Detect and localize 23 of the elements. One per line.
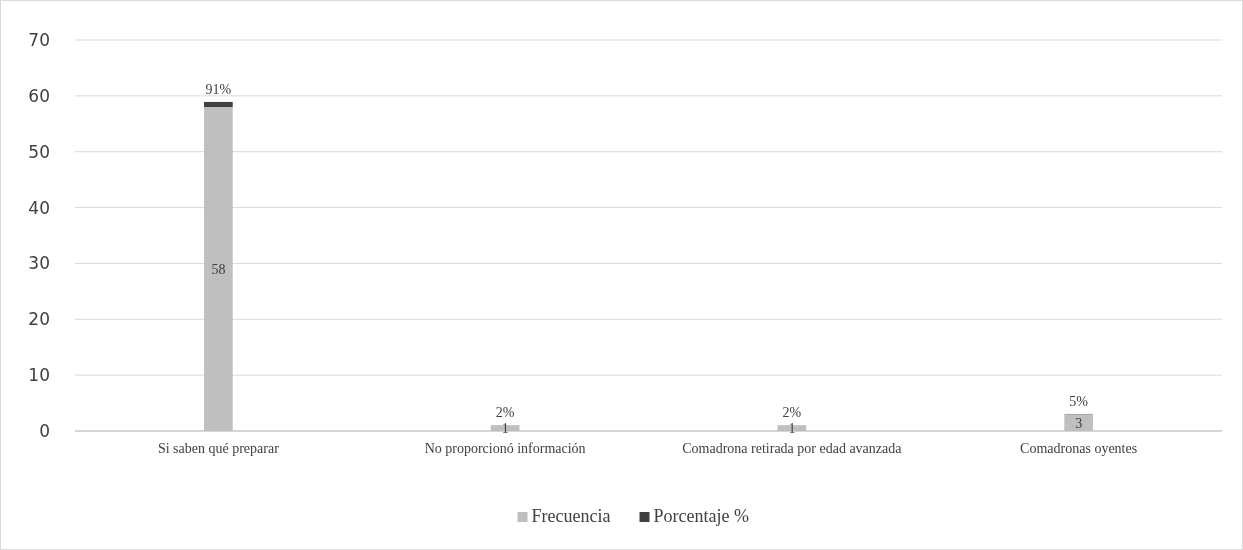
- y-tick-label: 10: [28, 365, 50, 386]
- y-tick-label: 20: [28, 309, 50, 330]
- x-tick-label: Si saben qué preparar: [157, 441, 280, 456]
- y-tick-label: 70: [28, 30, 50, 50]
- x-tick-label: Comadronas oyentes: [1020, 441, 1138, 456]
- data-label: 5%: [1069, 393, 1089, 409]
- y-tick-label: 30: [28, 253, 50, 274]
- data-label: 2%: [495, 405, 515, 421]
- bar: [204, 101, 233, 108]
- y-tick-label: 40: [28, 197, 50, 218]
- y-tick-label: 60: [28, 85, 50, 106]
- y-tick-label: 0: [39, 421, 50, 441]
- legend-label: Frecuencia: [531, 506, 611, 526]
- data-label: 3: [1075, 415, 1083, 431]
- data-label: 1: [788, 421, 796, 437]
- data-label: 58: [211, 262, 226, 278]
- data-label: 2%: [782, 405, 802, 421]
- legend-label: Porcentaje %: [653, 506, 749, 526]
- x-tick-label: Comadrona retirada por edad avanzada: [682, 441, 903, 456]
- data-label: 91%: [205, 81, 232, 97]
- data-label: 1: [501, 421, 509, 437]
- y-tick-label: 50: [28, 141, 50, 162]
- x-tick-label: No proporcionó información: [424, 441, 586, 456]
